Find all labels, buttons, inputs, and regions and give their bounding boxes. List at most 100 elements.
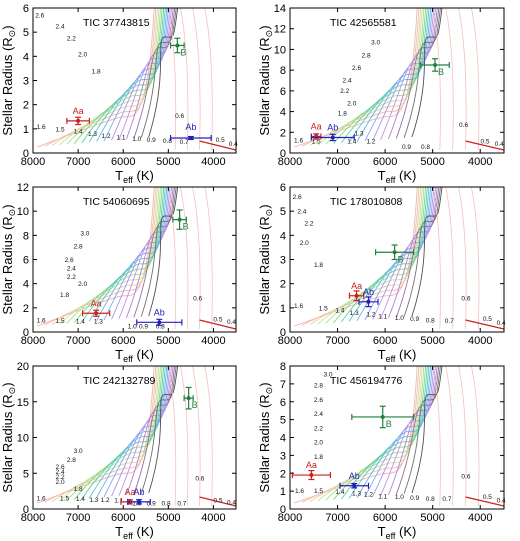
track-line (432, 187, 441, 330)
y-tick-label: 0 (280, 504, 286, 516)
mass-label: 0.8 (162, 500, 171, 507)
mass-label: 1.1 (114, 498, 123, 505)
point-marker (137, 499, 142, 504)
track-line (364, 8, 433, 142)
mass-label: 2.6 (293, 194, 302, 201)
track-line (148, 187, 179, 317)
x-tick-label: 6000 (373, 156, 397, 168)
mass-label: 2.8 (74, 244, 83, 251)
mass-label: 1.2 (366, 311, 375, 318)
mass-label: 1.1 (116, 135, 125, 142)
track-line (395, 366, 440, 495)
mass-label: 2.6 (314, 397, 323, 404)
panel-3: 8000 7000 6000 5000 40000246810123.02.82.62.… (0, 182, 237, 364)
mass-label: 0.7 (180, 139, 189, 146)
mass-label: 0.6 (461, 474, 470, 481)
x-axis-label: Teff (K) (115, 524, 154, 541)
y-tick-label: 6 (23, 3, 29, 15)
mass-label: 1.5 (60, 495, 69, 502)
mass-label: 1.0 (128, 323, 137, 330)
mass-label: 1.4 (76, 496, 85, 503)
mass-label: 0.7 (442, 496, 451, 503)
track-line (192, 366, 201, 507)
panel-title: TIC 178010808 (330, 196, 403, 208)
mass-label: 1.6 (37, 317, 46, 324)
track-line (81, 187, 165, 323)
track-line (364, 366, 433, 498)
y-tick-label: 5 (23, 468, 29, 480)
x-tick-label: 8000 (21, 156, 45, 168)
mass-label: 1.6 (37, 124, 46, 131)
y-tick-label: 8 (280, 361, 286, 373)
track-line (81, 8, 165, 144)
x-tick-label: 4000 (468, 512, 492, 524)
track-line (103, 366, 169, 498)
mass-label: 0.9 (410, 316, 419, 323)
mass-label: 1.3 (89, 497, 98, 504)
track-line (204, 8, 213, 151)
star-point-aa: Aa (82, 298, 111, 317)
track-line (179, 187, 189, 330)
track-line (445, 8, 454, 151)
track-line (372, 366, 435, 497)
plot-frame (289, 7, 505, 154)
track-line (148, 366, 179, 494)
point-marker (354, 293, 359, 298)
track-line (199, 496, 236, 507)
mass-label: 1.6 (294, 303, 303, 310)
x-tick-label: 6000 (373, 335, 397, 347)
mass-label: 0.4 (497, 498, 506, 505)
y-axis-label: Stellar Radius (R⊙) (257, 204, 274, 314)
track-line (73, 366, 163, 500)
point-label: Aa (124, 487, 135, 497)
x-tick-label: 8000 (278, 512, 302, 524)
point-marker (186, 396, 191, 401)
mass-label: 1.1 (378, 493, 387, 500)
mass-label: 0.9 (410, 495, 419, 502)
y-axis-label: Stellar Radius (R⊙) (257, 382, 274, 492)
panel-title: TIC 37743815 (83, 17, 150, 29)
mass-label: 1.3 (354, 130, 363, 137)
star-point-ab: Ab (358, 287, 379, 308)
mass-label: 0.8 (156, 323, 165, 330)
mass-label: 2.6 (352, 65, 361, 72)
track-line (465, 319, 504, 330)
track-line (470, 366, 480, 507)
track-line (340, 366, 428, 500)
mass-label: 0.6 (461, 296, 470, 303)
star-point-b: B (172, 209, 189, 232)
mass-label: 0.5 (483, 494, 492, 501)
track-line (445, 187, 454, 330)
x-tick-label: 6000 (111, 335, 135, 347)
x-tick-label: 7000 (66, 156, 90, 168)
panel-title: TIC 456194776 (330, 375, 403, 387)
point-label: Ab (185, 122, 196, 132)
mass-label: 0.6 (175, 113, 184, 120)
star-point-b: B (375, 244, 415, 264)
mass-label: 1.5 (312, 139, 321, 146)
point-label: B (180, 47, 186, 57)
track-line (380, 8, 437, 140)
mass-label: 2.0 (314, 440, 323, 447)
y-tick-label: 0 (280, 327, 286, 339)
track-line (133, 187, 176, 318)
x-axis-label: Teff (K) (378, 347, 417, 364)
track-line (465, 496, 504, 507)
mass-label: 0.8 (421, 144, 430, 151)
star-point-b: B (351, 405, 415, 429)
y-tick-label: 2 (280, 468, 286, 480)
track-line (103, 187, 169, 321)
mass-label: 1.8 (92, 68, 101, 75)
track-line (192, 8, 201, 151)
point-label: Ab (134, 487, 145, 497)
y-tick-label: 1 (280, 486, 286, 498)
y-tick-label: 12 (274, 24, 286, 36)
track-line (140, 8, 177, 138)
y-tick-label: 5 (280, 206, 286, 218)
track-line (167, 366, 177, 507)
mass-label: 0.5 (480, 139, 489, 146)
point-marker (309, 473, 314, 478)
mass-label: 1.2 (364, 491, 373, 498)
track-line (103, 8, 169, 142)
